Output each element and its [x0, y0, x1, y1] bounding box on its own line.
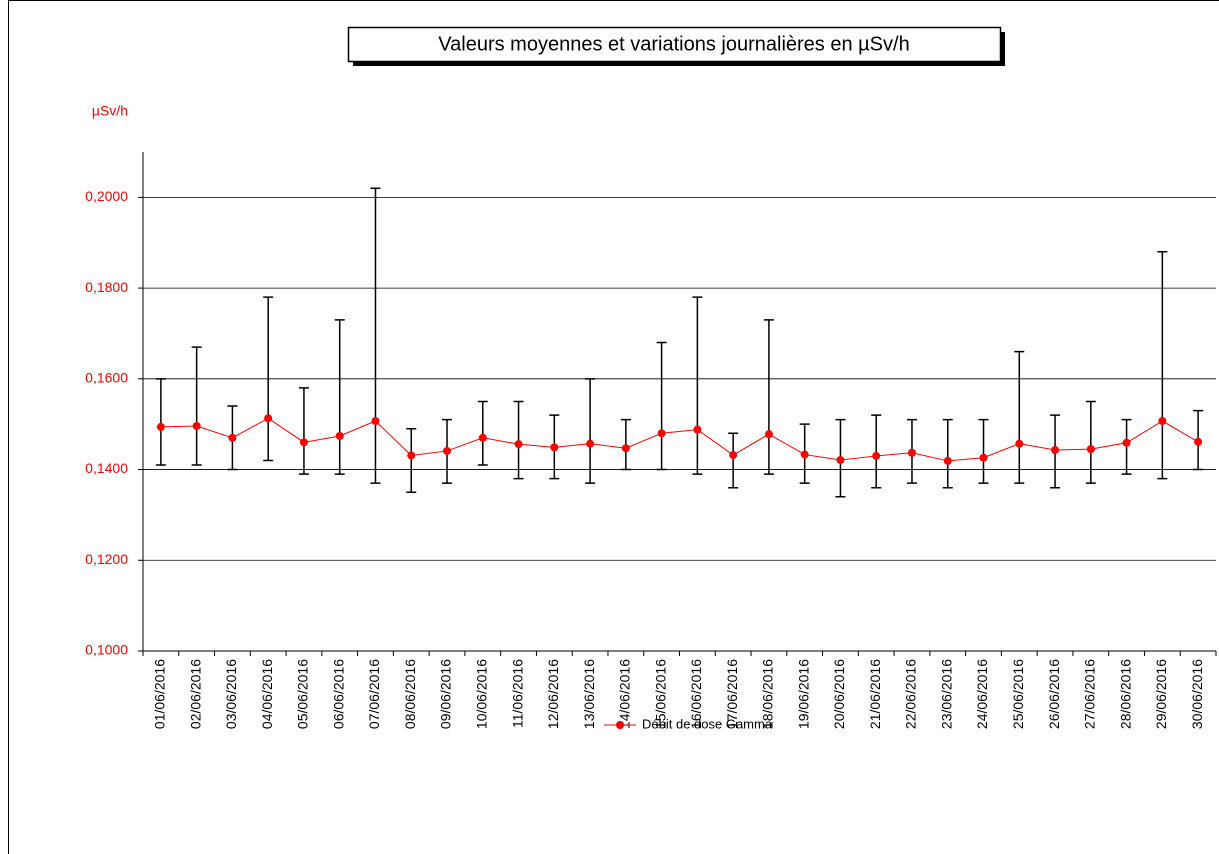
- x-tick-label: 14/06/2016: [617, 659, 633, 729]
- error-bar: [978, 418, 989, 484]
- x-tick-label: 19/06/2016: [795, 659, 811, 729]
- data-point: [192, 421, 201, 430]
- error-bar: [1085, 400, 1096, 484]
- x-tick-label: 03/06/2016: [223, 659, 239, 729]
- y-tick-label: 0,1600: [85, 370, 128, 386]
- data-point: [443, 446, 452, 455]
- error-bar: [585, 378, 596, 484]
- data-point: [156, 422, 165, 431]
- data-point: [586, 439, 595, 448]
- data-point: [1086, 445, 1095, 454]
- x-tick-label: 06/06/2016: [330, 659, 346, 729]
- error-bar: [298, 387, 309, 475]
- data-point: [550, 443, 559, 452]
- data-point: [264, 414, 273, 423]
- legend-marker: [616, 721, 624, 729]
- x-tick-label: 29/06/2016: [1153, 659, 1169, 729]
- data-point: [1122, 438, 1131, 447]
- x-tick-label: 13/06/2016: [581, 659, 597, 729]
- error-bar: [477, 400, 488, 466]
- x-tick-label: 21/06/2016: [867, 659, 883, 729]
- data-point: [478, 433, 487, 442]
- data-point: [693, 425, 702, 434]
- y-axis-label: µSv/h: [92, 103, 128, 119]
- x-tick-label: 18/06/2016: [760, 659, 776, 729]
- y-tick-label: 0,1800: [85, 279, 128, 295]
- error-bar: [334, 319, 345, 475]
- error-bar: [728, 432, 739, 489]
- data-point: [979, 453, 988, 462]
- title-box: [347, 26, 1002, 63]
- chart-title: Valeurs moyennes et variations journaliè…: [438, 33, 909, 55]
- data-point: [729, 451, 738, 460]
- x-tick-label: 08/06/2016: [402, 659, 418, 729]
- error-bar: [155, 378, 166, 466]
- error-bar: [1014, 350, 1025, 484]
- data-point: [335, 431, 344, 440]
- data-point: [228, 433, 237, 442]
- x-tick-label: 04/06/2016: [259, 659, 275, 729]
- data-point: [943, 456, 952, 465]
- data-point: [907, 448, 916, 457]
- data-point: [1015, 439, 1024, 448]
- x-tick-label: 09/06/2016: [438, 659, 454, 729]
- x-tick-label: 05/06/2016: [295, 659, 311, 729]
- y-tick-label: 0,2000: [85, 188, 128, 204]
- x-tick-label: 22/06/2016: [903, 659, 919, 729]
- data-point: [371, 417, 380, 426]
- error-bar: [692, 296, 703, 475]
- y-tick-label: 0,1400: [85, 460, 128, 476]
- x-tick-label: 01/06/2016: [152, 659, 168, 729]
- error-bar: [513, 400, 524, 480]
- x-tick-label: 20/06/2016: [831, 659, 847, 729]
- data-point: [836, 456, 845, 465]
- x-tick-label: 11/06/2016: [509, 659, 525, 728]
- x-tick-label: 23/06/2016: [938, 659, 954, 729]
- x-tick-label: 16/06/2016: [688, 659, 704, 729]
- data-point: [764, 430, 773, 439]
- chart-frame: [8, 0, 1219, 854]
- error-bar: [871, 414, 882, 489]
- error-bar: [406, 427, 417, 493]
- error-bar: [942, 418, 953, 489]
- data-point: [621, 444, 630, 453]
- error-bar: [370, 187, 381, 484]
- data-point: [800, 450, 809, 459]
- data-point: [407, 451, 416, 460]
- error-bar: [763, 319, 774, 475]
- x-tick-label: 28/06/2016: [1117, 659, 1133, 729]
- data-point: [1051, 446, 1060, 455]
- error-bar: [263, 296, 274, 462]
- data-point: [872, 451, 881, 460]
- data-point: [299, 438, 308, 447]
- x-tick-label: 15/06/2016: [652, 659, 668, 729]
- data-point: [1194, 437, 1203, 446]
- x-tick-label: 26/06/2016: [1046, 659, 1062, 729]
- x-tick-label: 02/06/2016: [187, 659, 203, 729]
- x-tick-label: 12/06/2016: [545, 659, 561, 729]
- x-tick-label: 07/06/2016: [366, 659, 382, 729]
- data-point: [1158, 417, 1167, 426]
- legend-label: Débit de dose Gamma: [642, 716, 773, 731]
- error-bar: [191, 346, 202, 466]
- y-tick-label: 0,1200: [85, 551, 128, 567]
- x-tick-label: 30/06/2016: [1189, 659, 1205, 729]
- error-bar: [1121, 418, 1132, 475]
- x-tick-label: 25/06/2016: [1010, 659, 1026, 729]
- y-tick-label: 0,1000: [85, 642, 128, 658]
- series-line: [160, 417, 1199, 462]
- x-tick-label: 24/06/2016: [974, 659, 990, 729]
- x-tick-label: 27/06/2016: [1082, 659, 1098, 729]
- x-tick-label: 10/06/2016: [473, 659, 489, 729]
- data-point: [657, 429, 666, 438]
- error-bar: [1157, 251, 1168, 480]
- data-point: [514, 440, 523, 449]
- x-tick-label: 17/06/2016: [724, 659, 740, 729]
- error-bar: [656, 341, 667, 471]
